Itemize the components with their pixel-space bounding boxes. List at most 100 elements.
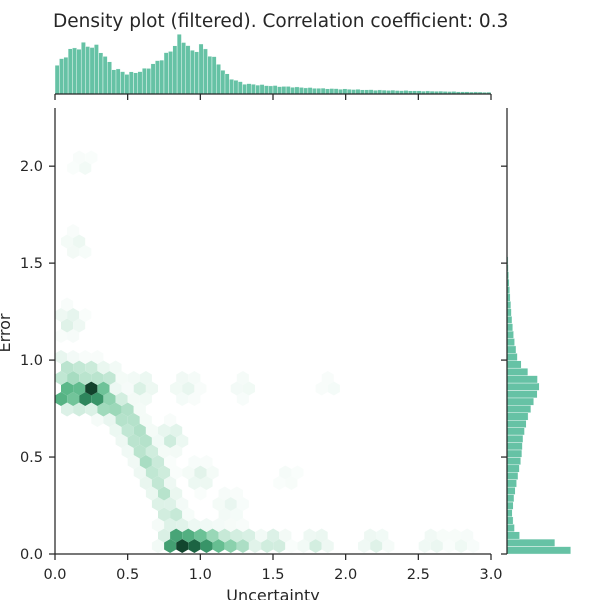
y-histogram-bar xyxy=(506,546,571,555)
hexbin-cell xyxy=(297,539,310,553)
x-histogram-bar xyxy=(59,58,64,95)
hexbin-cell xyxy=(103,371,116,385)
hexbin-cell xyxy=(151,476,165,490)
hexbin-cell xyxy=(242,528,255,543)
y-histogram-bar xyxy=(506,308,512,317)
hexbin-cell xyxy=(115,413,128,427)
hexbin-cell xyxy=(61,318,74,333)
hexbin-cell xyxy=(151,497,165,511)
hexbin-cell xyxy=(164,539,177,553)
hexbin-cell xyxy=(97,402,110,417)
hexbin-cell xyxy=(91,350,104,364)
hexbin-cell xyxy=(164,455,177,469)
hexbin-cell xyxy=(158,507,171,522)
x-tick-label: 1.5 xyxy=(261,567,284,583)
hexbin-cell xyxy=(200,518,213,532)
x-histogram-bar xyxy=(294,86,300,95)
x-histogram-bar xyxy=(181,42,186,95)
y-histogram-bar xyxy=(506,375,538,384)
hexbin-cell xyxy=(236,518,249,532)
hexbin-cell xyxy=(139,413,152,427)
hexbin-cell xyxy=(67,308,80,322)
hexbin-cell xyxy=(54,392,68,406)
y-histogram-bar xyxy=(506,486,516,495)
y-histogram-bar xyxy=(506,345,517,354)
x-histogram-bar xyxy=(189,50,195,95)
x-histogram-bar xyxy=(89,47,95,95)
x-histogram-bar xyxy=(76,49,82,95)
hexbin-cell xyxy=(139,455,152,469)
hexbin-cell xyxy=(145,465,158,480)
hexbin-cell xyxy=(176,518,189,532)
hexbin-cell xyxy=(67,371,80,385)
x-histogram-bar xyxy=(63,57,69,95)
y-histogram-bar xyxy=(506,405,532,413)
hexbin-cell xyxy=(170,465,183,480)
hexbin-cell xyxy=(176,434,189,448)
hexbin-cell xyxy=(61,234,74,249)
hexbin-cell xyxy=(170,381,183,396)
x-histogram-bar xyxy=(316,88,322,95)
hexbin-cell xyxy=(109,360,122,375)
hexbin-cell xyxy=(73,402,86,417)
x-histogram-bar xyxy=(242,83,248,95)
hexbin-cell xyxy=(164,476,177,490)
x-histogram-bar xyxy=(346,88,352,95)
x-histogram-bar xyxy=(355,88,361,95)
hexbin-cell xyxy=(127,371,140,385)
hexbin-cell xyxy=(139,371,152,385)
hexbin-cell xyxy=(236,371,249,385)
hexbin-cell xyxy=(97,381,110,396)
hexbin-cell xyxy=(54,350,68,364)
hexbin-cell xyxy=(54,329,68,343)
hexbin-cell xyxy=(164,434,177,448)
y-histogram-bar xyxy=(506,509,513,518)
hexbin-cell xyxy=(315,381,328,396)
y-histogram-bar xyxy=(506,516,514,525)
hexbin-cell xyxy=(261,539,274,553)
hexbin-cell xyxy=(91,392,104,406)
hexbin-cell xyxy=(79,161,92,175)
hexbin-cell xyxy=(139,476,152,490)
hexbin-cell xyxy=(79,392,92,406)
x-histogram-bar xyxy=(107,61,112,95)
x-histogram-bar xyxy=(168,51,173,95)
x-histogram-bar xyxy=(255,84,261,95)
hexbin-cell xyxy=(273,476,286,490)
y-histogram-bar xyxy=(506,501,514,510)
x-histogram-bar xyxy=(207,56,213,95)
x-histogram-bar xyxy=(338,88,343,95)
hexbin-cell xyxy=(127,413,140,427)
x-tick-label: 2.5 xyxy=(407,567,430,583)
hexbin-cell xyxy=(218,486,231,501)
hexbin-cell xyxy=(164,518,177,532)
hexbin-cell xyxy=(285,476,298,490)
y-tick-label: 0.0 xyxy=(20,547,43,563)
hexbin-cell xyxy=(236,539,249,553)
y-histogram-bar xyxy=(506,472,519,480)
hexbin-cell xyxy=(54,371,68,385)
x-histogram-bar xyxy=(93,44,99,95)
hexbin-cell xyxy=(73,381,86,396)
x-tick-label: 0.5 xyxy=(116,567,139,583)
hexbin-cell xyxy=(206,528,219,543)
x-histogram-bar xyxy=(281,86,287,95)
x-tick-label: 2.0 xyxy=(334,567,357,583)
hexbin-cell xyxy=(273,539,286,553)
y-histogram-bar xyxy=(506,449,523,458)
hexbin-cell xyxy=(145,423,158,438)
hexbin-cell xyxy=(67,245,80,259)
x-tick-label: 1.0 xyxy=(189,567,212,583)
y-tick-label: 1.5 xyxy=(20,256,43,272)
x-tick-label: 3.0 xyxy=(479,567,502,583)
hexbin-cell xyxy=(194,465,207,480)
hexbin-cell xyxy=(279,465,292,480)
hexbin-cell xyxy=(73,150,86,165)
y-tick-label: 2.0 xyxy=(20,159,43,175)
hexbin-cell xyxy=(218,507,231,522)
hexbin-cell xyxy=(182,507,195,522)
hexbin-cell xyxy=(430,539,443,553)
hexbin-cell xyxy=(267,528,280,543)
